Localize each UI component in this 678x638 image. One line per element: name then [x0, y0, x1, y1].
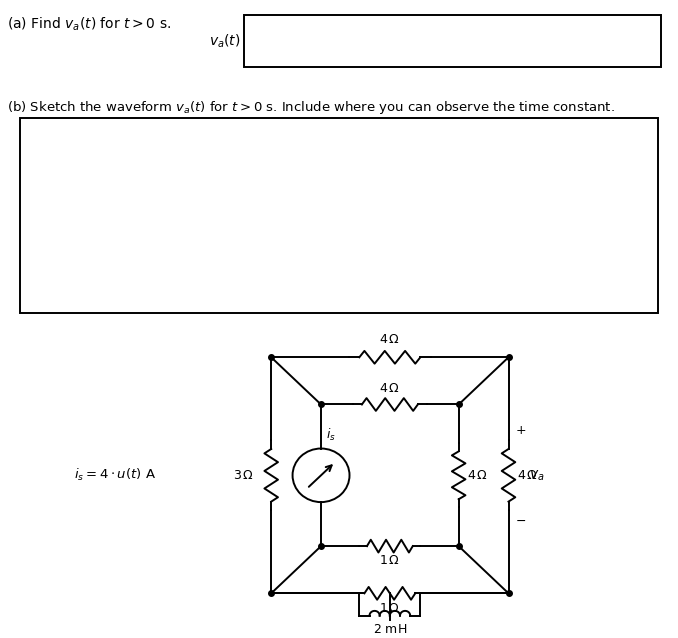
Text: $4\,\Omega$: $4\,\Omega$ [517, 469, 538, 482]
Bar [244, 15, 661, 67]
Text: $v_a$: $v_a$ [529, 468, 544, 482]
Text: $-$: $-$ [515, 514, 526, 526]
Text: $1\,\Omega$: $1\,\Omega$ [379, 602, 401, 614]
Text: $v_a(t)$: $v_a(t)$ [209, 32, 241, 50]
Text: (a) Find $v_a(t)$ for $t > 0$ s.: (a) Find $v_a(t)$ for $t > 0$ s. [7, 16, 171, 33]
Text: $4\,\Omega$: $4\,\Omega$ [379, 333, 401, 346]
Text: $4\,\Omega$: $4\,\Omega$ [379, 382, 401, 395]
Text: $2$ mH: $2$ mH [373, 623, 407, 636]
Text: $3\,\Omega$: $3\,\Omega$ [233, 469, 254, 482]
Text: $+$: $+$ [515, 424, 527, 437]
Text: $i_s = 4 \cdot u(t)$ A: $i_s = 4 \cdot u(t)$ A [74, 467, 156, 484]
Bar [20, 118, 658, 313]
Text: $1\,\Omega$: $1\,\Omega$ [379, 554, 401, 567]
Text: (b) Sketch the waveform $v_a(t)$ for $t > 0$ s. Include where you can observe th: (b) Sketch the waveform $v_a(t)$ for $t … [7, 99, 615, 116]
Text: $4\,\Omega$: $4\,\Omega$ [466, 469, 488, 482]
Text: $i_s$: $i_s$ [327, 427, 336, 443]
